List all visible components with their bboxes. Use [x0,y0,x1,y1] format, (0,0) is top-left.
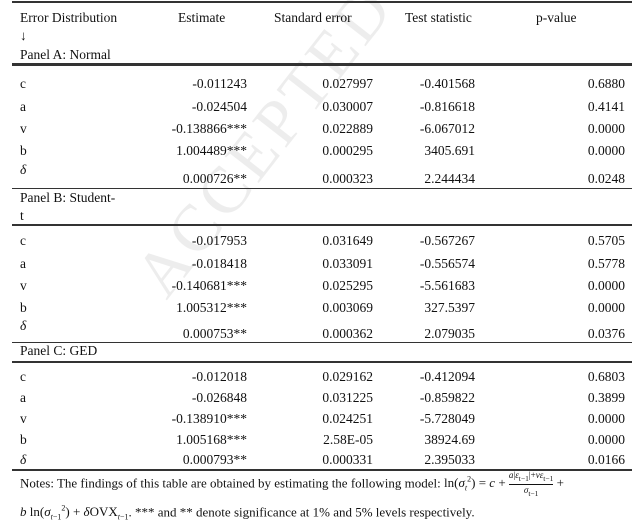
panel-rule [12,361,632,363]
parameter-label: δ [20,162,27,177]
test-statistic-cell: -5.561683 [419,278,475,293]
test-statistic-cell: 2.079035 [424,326,475,341]
p-value-cell: 0.0166 [587,452,625,467]
standard-error-cell: 0.022889 [322,121,373,136]
estimate-cell: -0.011243 [192,76,247,91]
estimate-cell: 0.000753** [182,326,247,341]
parameter-label: δ [20,318,27,333]
p-value-cell: 0.3899 [587,390,625,405]
header-test-statistic: Test statistic [405,10,472,25]
notes-significance: . *** and ** denote significance at 1% a… [128,504,475,520]
test-statistic-cell: -0.401568 [419,76,475,91]
p-value-cell: 0.0376 [587,326,625,341]
panel-end-rule [12,469,632,471]
p-value-cell: 0.0000 [587,300,625,315]
standard-error-cell: 0.033091 [322,256,373,271]
standard-error-cell: 0.031225 [322,390,373,405]
header-p-value: p-value [536,10,577,25]
test-statistic-cell: 2.395033 [424,452,475,467]
estimate-cell: -0.140681*** [171,278,247,293]
parameter-label: b [20,143,27,158]
estimate-cell: -0.018418 [191,256,247,271]
test-statistic-cell: -0.567267 [419,233,475,248]
parameter-label: v [20,121,27,136]
estimate-cell: 1.005168*** [176,432,247,447]
estimate-cell: 1.004489*** [176,143,247,158]
parameter-label: b [20,432,27,447]
estimate-cell: -0.012018 [191,369,247,384]
header-standard-error: Standard error [274,10,352,25]
parameter-label: δ [20,452,27,467]
parameter-label: c [20,233,26,248]
p-value-cell: 0.5778 [587,256,625,271]
p-value-cell: 0.4141 [587,99,625,114]
parameter-label: c [20,76,26,91]
panel-title: Panel C: GED [20,343,98,358]
header-error-distribution: Error Distribution [20,10,118,25]
model-equation-part2: b ln(σt−12) + δOVXt−1 [20,503,129,522]
table-top-rule [12,1,632,3]
p-value-cell: 0.0248 [587,171,625,186]
down-arrow-icon: ↓ [20,28,27,43]
p-value-cell: 0.0000 [587,278,625,293]
standard-error-cell: 2.58E-05 [323,432,373,447]
notes-text: Notes: The findings of this table are ob… [20,475,444,491]
standard-error-cell: 0.030007 [322,99,373,114]
estimate-cell: -0.138866*** [171,121,247,136]
estimate-cell: 0.000726** [182,171,247,186]
standard-error-cell: 0.000331 [322,452,373,467]
parameter-label: v [20,411,27,426]
estimate-cell: -0.024504 [191,99,247,114]
estimate-cell: -0.138910*** [171,411,247,426]
estimate-cell: 0.000793** [182,452,247,467]
p-value-cell: 0.6880 [587,76,625,91]
parameter-label: a [20,390,26,405]
test-statistic-cell: 2.244434 [424,171,475,186]
test-statistic-cell: -0.859822 [419,390,475,405]
p-value-cell: 0.0000 [587,143,625,158]
standard-error-cell: 0.029162 [322,369,373,384]
test-statistic-cell: -0.816618 [419,99,475,114]
estimate-cell: -0.017953 [191,233,247,248]
p-value-cell: 0.5705 [587,233,625,248]
panel-rule [12,224,632,226]
panel-rule [12,63,632,66]
parameter-label: c [20,369,26,384]
estimate-cell: 1.005312*** [176,300,247,315]
test-statistic-cell: -0.556574 [419,256,475,271]
test-statistic-cell: 3405.691 [424,143,475,158]
standard-error-cell: 0.027997 [322,76,373,91]
standard-error-cell: 0.025295 [322,278,373,293]
panel-title-continued: t [20,208,24,223]
p-value-cell: 0.0000 [587,411,625,426]
standard-error-cell: 0.000362 [322,326,373,341]
standard-error-cell: 0.000323 [322,171,373,186]
p-value-cell: 0.0000 [587,432,625,447]
estimate-cell: -0.026848 [191,390,247,405]
test-statistic-cell: 38924.69 [424,432,475,447]
test-statistic-cell: -5.728049 [419,411,475,426]
panel-end-rule [12,342,632,343]
standard-error-cell: 0.000295 [322,143,373,158]
parameter-label: a [20,256,26,271]
panel-title: Panel B: Student- [20,190,116,205]
test-statistic-cell: 327.5397 [424,300,475,315]
panel-title: Panel A: Normal [20,47,111,62]
p-value-cell: 0.6803 [587,369,625,384]
table-notes: Notes: The findings of this table are ob… [20,470,625,528]
panel-end-rule [12,188,632,189]
standard-error-cell: 0.024251 [322,411,373,426]
test-statistic-cell: -0.412094 [419,369,475,384]
header-estimate: Estimate [178,10,226,25]
parameter-label: v [20,278,27,293]
model-equation-part1: ln(σt2) = c + a|εt−1|+vεt−1 σt−1 + [444,470,564,498]
test-statistic-cell: -6.067012 [419,121,475,136]
standard-error-cell: 0.003069 [322,300,373,315]
p-value-cell: 0.0000 [587,121,625,136]
parameter-label: a [20,99,26,114]
parameter-label: b [20,300,27,315]
standard-error-cell: 0.031649 [322,233,373,248]
